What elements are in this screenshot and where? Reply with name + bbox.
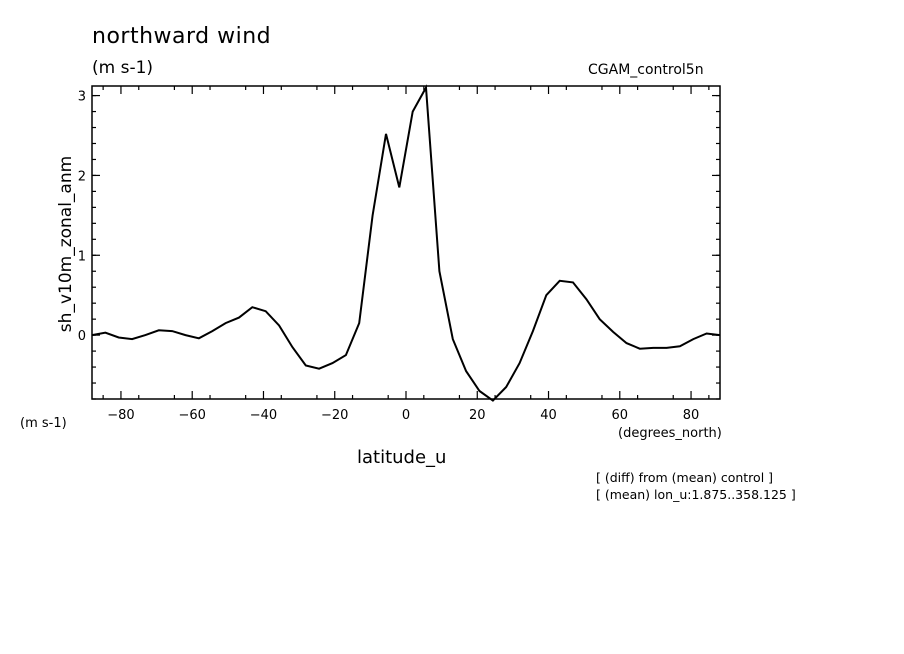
x-tick-label: −40: [250, 408, 277, 423]
x-tick-label: −60: [178, 408, 205, 423]
plot-frame: [91, 85, 721, 400]
y-tick-label: 3: [78, 90, 86, 105]
series-line: [91, 84, 721, 402]
note-mean: [ (mean) lon_u:1.875..358.125 ]: [596, 487, 796, 502]
x-axis-label: latitude_u: [357, 447, 447, 468]
x-tick-label: 40: [540, 408, 557, 423]
y-axis-units: (m s-1): [20, 416, 67, 431]
chart-subtitle: (m s-1): [92, 58, 154, 78]
tick-labels: −80 −60 −40 −20 0 20 40 60 80 0 1 2 3: [78, 90, 700, 423]
x-tick-label: −80: [107, 408, 134, 423]
x-tick-label: 60: [612, 408, 629, 423]
note-diff: [ (diff) from (mean) control ]: [596, 470, 774, 485]
x-tick-label: 0: [402, 408, 410, 423]
x-tick-label: −20: [321, 408, 348, 423]
run-label: CGAM_control5n: [588, 62, 704, 78]
y-tick-label: 2: [78, 169, 86, 184]
chart-title: northward wind: [92, 24, 272, 49]
y-tick-label: 0: [78, 329, 86, 344]
axis-ticks: [92, 86, 720, 400]
y-tick-label: 1: [78, 249, 86, 264]
x-tick-label: 80: [683, 408, 700, 423]
x-axis-units: (degrees_north): [618, 426, 722, 441]
x-tick-label: 20: [469, 408, 486, 423]
